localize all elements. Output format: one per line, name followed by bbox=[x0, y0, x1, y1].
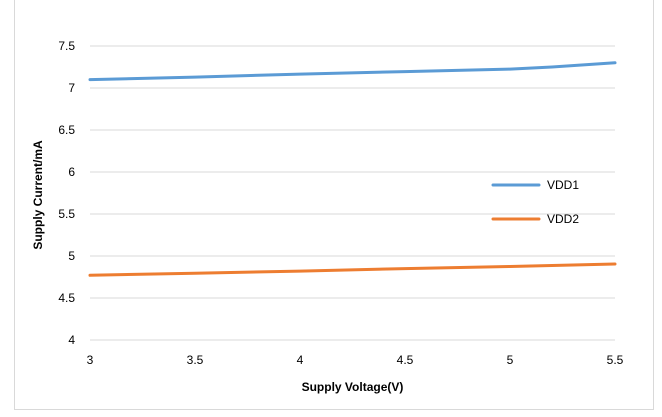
chart-area bbox=[14, 0, 654, 410]
y-tick-label: 4 bbox=[68, 333, 75, 347]
y-tick-label: 5.5 bbox=[58, 207, 75, 221]
series-line-vdd2 bbox=[88, 262, 617, 277]
y-tick-label: 4.5 bbox=[58, 291, 75, 305]
y-axis-title: Supply Current/mA bbox=[31, 140, 45, 250]
x-tick-label: 4 bbox=[297, 353, 304, 367]
series-line-vdd1 bbox=[88, 61, 617, 82]
gridlines bbox=[90, 45, 615, 341]
y-tick-label: 7 bbox=[68, 81, 75, 95]
y-tick-label: 6 bbox=[68, 165, 75, 179]
x-tick-label: 4.5 bbox=[397, 353, 414, 367]
tick-labels: 4 4.5 5 5.5 6 6.5 7 7.5 3 3.5 4 4.5 5 5.5 bbox=[58, 39, 623, 367]
x-tick-label: 3.5 bbox=[187, 353, 204, 367]
y-tick-label: 5 bbox=[68, 249, 75, 263]
legend-label-vdd1: VDD1 bbox=[547, 178, 579, 192]
x-tick-label: 5.5 bbox=[607, 353, 624, 367]
y-tick-label: 6.5 bbox=[58, 123, 75, 137]
legend-label-vdd2: VDD2 bbox=[547, 212, 579, 226]
legend: VDD1 VDD2 bbox=[491, 178, 579, 226]
x-axis-title: Supply Voltage(V) bbox=[302, 380, 404, 394]
y-tick-label: 7.5 bbox=[58, 39, 75, 53]
series-lines bbox=[88, 61, 617, 277]
x-tick-label: 3 bbox=[87, 353, 94, 367]
x-tick-label: 5 bbox=[507, 353, 514, 367]
